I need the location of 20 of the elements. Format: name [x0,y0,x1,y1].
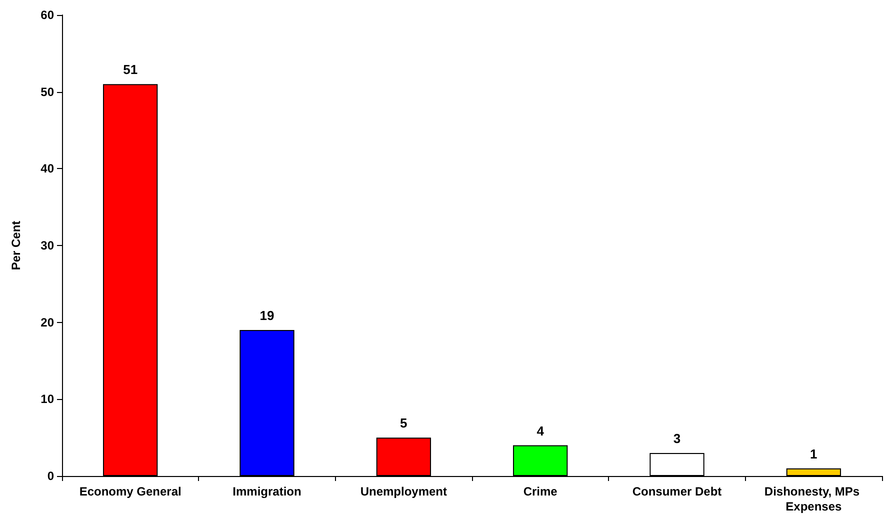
x-tick-label: Dishonesty, MPs Expenses [764,484,863,514]
y-tick-label: 0 [47,469,54,483]
x-tick-label: Economy General [79,484,182,498]
y-tick-label: 30 [40,238,54,252]
data-label: 1 [810,446,818,462]
data-label: 51 [123,62,138,78]
data-label: 3 [673,430,681,446]
x-tick-label: Crime [523,484,558,498]
data-label: 4 [536,423,545,438]
x-tick-label: Unemployment [360,484,448,498]
data-label: 5 [400,416,408,431]
y-tick-label: 60 [40,8,54,22]
x-tick-label: Consumer Debt [632,484,722,498]
data-label: 19 [260,308,274,324]
x-tick-label: Immigration [232,484,302,498]
y-tick-label: 50 [40,84,54,99]
y-tick-label: 40 [40,162,54,176]
y-axis-title: Per Cent [9,220,23,270]
y-tick-label: 20 [40,315,54,330]
y-tick-label: 10 [40,392,54,406]
